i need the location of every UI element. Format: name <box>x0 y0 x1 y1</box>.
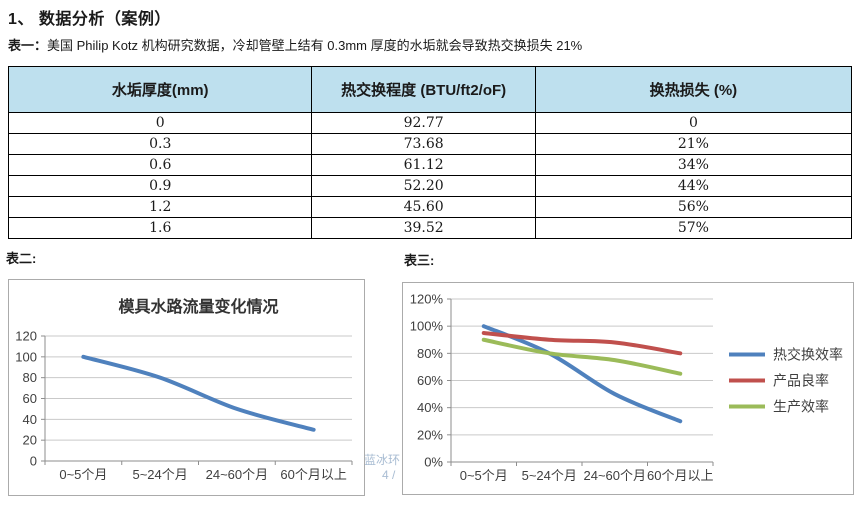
svg-text:60%: 60% <box>417 373 443 388</box>
svg-text:0~5个月: 0~5个月 <box>460 468 508 483</box>
svg-text:60个月以上: 60个月以上 <box>280 467 346 482</box>
svg-text:100: 100 <box>15 349 37 364</box>
table-row: 0 92.77 0 <box>7 112 853 134</box>
chart-canvas: 0 20 40 60 80 100 120 0~5个月 5~24个月 24~60个月 60个月以上 模… <box>15 297 353 482</box>
table-cell: 73.68 <box>311 133 536 155</box>
svg-text:60个月以上: 60个月以上 <box>647 468 713 483</box>
svg-text:20: 20 <box>23 433 37 448</box>
chart-efficiency-trends: 0% 20% 40% 60% 80% 100% 120% 0~5个月 5~24个月 24~60个月… <box>402 282 854 495</box>
svg-text:120%: 120% <box>410 292 444 307</box>
table-row: 0.3 73.68 21% <box>7 133 853 155</box>
table-cell: 1.6 <box>7 217 313 239</box>
table-cell: 39.52 <box>311 217 536 239</box>
table-cell: 44% <box>534 175 853 197</box>
page-number: 4 / <box>382 468 396 482</box>
table-cell: 1.2 <box>7 196 313 218</box>
svg-text:产品良率: 产品良率 <box>773 373 829 389</box>
table-cell: 0 <box>534 112 853 134</box>
svg-text:100%: 100% <box>410 319 444 334</box>
table-cell: 34% <box>534 154 853 176</box>
svg-text:40: 40 <box>23 412 37 427</box>
table-row: 1.6 39.52 57% <box>7 217 853 239</box>
table-cell: 21% <box>534 133 853 155</box>
svg-text:120: 120 <box>15 329 37 344</box>
chart-flow-change: 0 20 40 60 80 100 120 0~5个月 5~24个月 24~60个月 60个月以上 模… <box>8 279 365 496</box>
svg-text:5~24个月: 5~24个月 <box>522 468 577 483</box>
table-cell: 0.6 <box>7 154 313 176</box>
table1-caption-text: 美国 Philip Kotz 机构研究数据，冷却管壁上结有 0.3mm 厚度的水… <box>47 38 583 53</box>
table-cell: 0.9 <box>7 175 313 197</box>
svg-text:0%: 0% <box>424 455 443 470</box>
table-cell: 61.12 <box>311 154 536 176</box>
table-cell: 0.3 <box>7 133 313 155</box>
table2-label: 表二: <box>6 251 37 266</box>
chart-canvas: 0% 20% 40% 60% 80% 100% 120% 0~5个月 5~24个月 24~60个月… <box>410 292 843 484</box>
data-table: 水垢厚度(mm) 热交换程度 (BTU/ft2/oF) 换热损失 (%) 0 92.7… <box>7 66 853 239</box>
svg-text:20%: 20% <box>417 427 443 442</box>
table1-caption-label: 表一： <box>8 38 48 53</box>
table-row: 0.9 52.20 44% <box>7 175 853 197</box>
svg-text:5~24个月: 5~24个月 <box>132 467 187 482</box>
svg-text:0~5个月: 0~5个月 <box>59 467 107 482</box>
table3-label: 表三: <box>404 253 435 268</box>
svg-text:40%: 40% <box>417 400 443 415</box>
table-cell: 56% <box>534 196 853 218</box>
svg-text:0: 0 <box>30 454 37 469</box>
svg-text:80%: 80% <box>417 346 443 361</box>
svg-text:24~60个月: 24~60个月 <box>206 467 269 482</box>
column-header: 水垢厚度(mm) <box>7 66 313 113</box>
table-cell: 92.77 <box>311 112 536 134</box>
table-cell: 0 <box>7 112 313 134</box>
column-header: 换热损失 (%) <box>534 66 853 113</box>
table1-caption: 表一：美国 Philip Kotz 机构研究数据，冷却管壁上结有 0.3mm 厚… <box>8 35 582 54</box>
svg-text:模具水路流量变化情况: 模具水路流量变化情况 <box>118 297 278 316</box>
table-cell: 52.20 <box>311 175 536 197</box>
table-cell: 57% <box>534 217 853 239</box>
svg-text:80: 80 <box>23 370 37 385</box>
column-header: 热交换程度 (BTU/ft2/oF) <box>311 66 536 113</box>
svg-text:24~60个月: 24~60个月 <box>583 468 646 483</box>
table-header-row: 水垢厚度(mm) 热交换程度 (BTU/ft2/oF) 换热损失 (%) <box>7 66 853 113</box>
page-title: 1、 数据分析（案例） <box>8 11 171 28</box>
table-cell: 45.60 <box>311 196 536 218</box>
table-row: 0.6 61.12 34% <box>7 154 853 176</box>
svg-text:热交换效率: 热交换效率 <box>773 347 843 363</box>
table-row: 1.2 45.60 56% <box>7 196 853 218</box>
svg-text:60: 60 <box>23 391 37 406</box>
svg-text:生产效率: 生产效率 <box>773 399 829 415</box>
